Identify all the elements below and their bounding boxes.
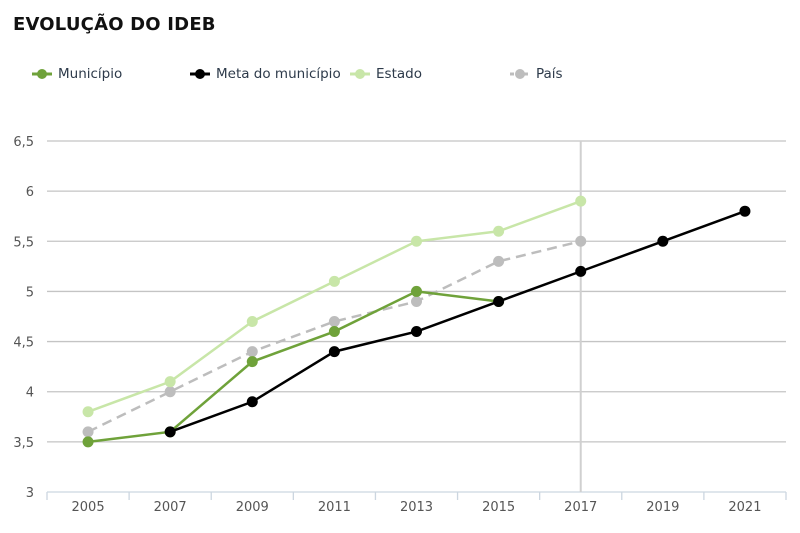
x-tick-label: 2017 — [564, 500, 597, 515]
data-point — [739, 205, 751, 217]
data-point — [493, 295, 505, 307]
data-point — [575, 265, 587, 277]
legend-label: Meta do município — [216, 66, 341, 82]
data-point — [575, 195, 587, 207]
data-point — [328, 275, 340, 287]
chart-legend: Município Meta do município Estado País — [0, 66, 800, 86]
legend-item-pais[interactable]: País — [510, 66, 563, 82]
data-point — [246, 346, 258, 358]
chart-title: EVOLUÇÃO DO IDEB — [13, 14, 216, 35]
series-line-2 — [87, 199, 582, 413]
data-point — [164, 386, 176, 398]
data-point — [411, 326, 422, 338]
legend-label: Município — [58, 66, 123, 82]
data-point — [82, 426, 94, 438]
legend-label: País — [536, 66, 563, 82]
x-tick-label: 2019 — [646, 500, 679, 515]
data-point — [411, 295, 422, 307]
data-point — [246, 316, 258, 328]
data-point — [164, 426, 176, 438]
legend-item-estado[interactable]: Estado — [350, 66, 422, 82]
data-point — [575, 235, 587, 247]
y-tick-label: 6 — [26, 185, 34, 200]
legend-marker-icon — [510, 69, 530, 79]
legend-marker-icon — [190, 69, 210, 79]
y-tick-label: 6,5 — [13, 135, 34, 150]
data-point — [82, 436, 94, 448]
data-point — [411, 285, 422, 297]
data-point — [246, 356, 258, 368]
x-tick-label: 2007 — [154, 500, 187, 515]
data-point — [328, 346, 340, 358]
x-tick-label: 2011 — [318, 500, 351, 515]
legend-label: Estado — [376, 66, 422, 82]
x-tick-label: 2009 — [236, 500, 269, 515]
y-tick-label: 5 — [26, 285, 34, 300]
data-point — [164, 376, 176, 388]
legend-marker-icon — [350, 69, 370, 79]
data-point — [82, 406, 94, 418]
series-line-0 — [87, 290, 499, 444]
data-point — [328, 326, 340, 338]
series-line-1 — [169, 210, 746, 434]
data-point — [493, 255, 505, 267]
x-tick-label: 2013 — [400, 500, 433, 515]
y-tick-label: 3,5 — [13, 436, 34, 451]
y-tick-label: 4 — [26, 386, 34, 401]
y-tick-label: 4,5 — [13, 336, 34, 351]
data-point — [657, 235, 669, 247]
legend-marker-icon — [32, 69, 52, 79]
data-point — [411, 235, 422, 247]
x-tick-label: 2021 — [728, 500, 761, 515]
legend-item-municipio[interactable]: Município — [32, 66, 122, 82]
data-point — [328, 316, 340, 328]
x-tick-label: 2005 — [72, 500, 105, 515]
data-point — [246, 396, 258, 408]
x-tick-label: 2015 — [482, 500, 515, 515]
legend-item-meta[interactable]: Meta do município — [190, 66, 341, 82]
y-tick-label: 3 — [26, 486, 34, 501]
y-tick-label: 5,5 — [13, 235, 34, 250]
data-point — [493, 225, 505, 237]
